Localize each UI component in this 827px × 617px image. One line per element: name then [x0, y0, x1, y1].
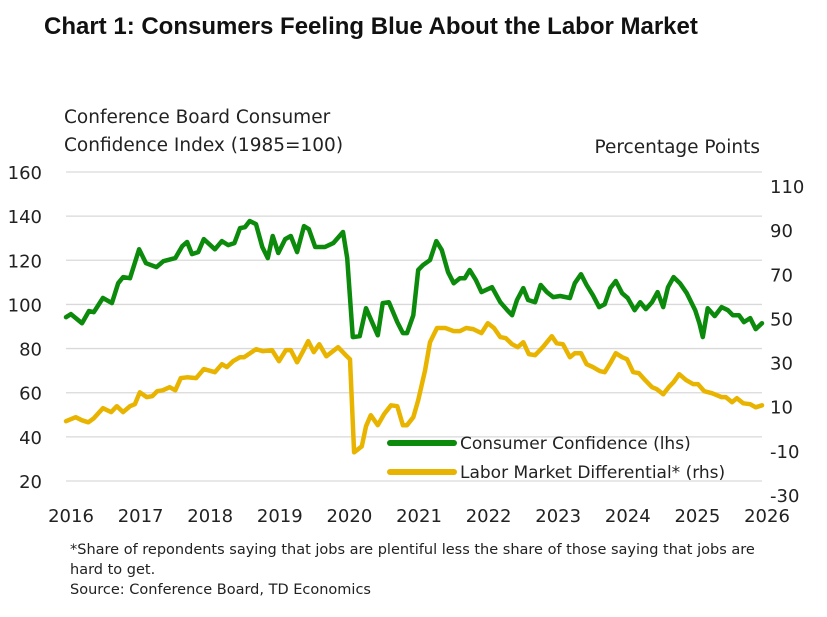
- x-tick-label: 2025: [674, 506, 720, 527]
- x-tick-label: 2022: [466, 506, 512, 527]
- y-axis-left-ticks: 20 40 60 80 100 120 140 160: [8, 163, 42, 493]
- series-line-consumer-confidence: [63, 218, 765, 340]
- series-lines: [63, 218, 765, 455]
- series-line-labor-market-differential: [63, 320, 765, 455]
- x-tick-label: 2016: [48, 506, 94, 527]
- footnote-text: *Share of repondents saying that jobs ar…: [70, 542, 755, 578]
- x-axis-ticks: 2016 2017 2018 2019 2020 2021 2022 2023 2024 2025…: [48, 506, 790, 527]
- x-tick-label: 2026: [744, 506, 790, 527]
- y-left-tick-label: 40: [19, 428, 42, 449]
- y-right-tick-label: 30: [770, 354, 793, 375]
- x-tick-label: 2017: [118, 506, 164, 527]
- y-right-tick-label: -30: [770, 486, 799, 507]
- y-left-tick-label: 20: [19, 472, 42, 493]
- footnote: *Share of repondents saying that jobs ar…: [70, 540, 790, 600]
- legend-label-labor-market-differential: Labor Market Differential* (rhs): [460, 463, 725, 483]
- x-tick-label: 2018: [187, 506, 233, 527]
- x-tick-label: 2019: [257, 506, 303, 527]
- y-right-tick-label: 70: [770, 265, 793, 286]
- y-right-tick-label: -10: [770, 442, 799, 463]
- y-left-tick-label: 120: [8, 251, 42, 272]
- y-right-tick-label: 50: [770, 309, 793, 330]
- y-left-tick-label: 60: [19, 384, 42, 405]
- chart-title: Chart 1: Consumers Feeling Blue About th…: [44, 13, 698, 40]
- y-left-tick-label: 100: [8, 295, 42, 316]
- y-left-tick-label: 160: [8, 163, 42, 184]
- y-axis-left-label: Conference Board Consumer Confidence Ind…: [64, 107, 344, 156]
- x-tick-label: 2023: [535, 506, 581, 527]
- x-tick-label: 2020: [326, 506, 372, 527]
- legend-label-consumer-confidence: Consumer Confidence (lhs): [460, 434, 691, 454]
- x-tick-label: 2021: [396, 506, 442, 527]
- y-right-tick-label: 110: [770, 177, 804, 198]
- y-right-tick-label: 90: [770, 221, 793, 242]
- y-axis-right-ticks: -30 -10 10 30 50 70 90 110: [770, 177, 804, 507]
- y-left-tick-label: 80: [19, 340, 42, 361]
- x-tick-label: 2024: [605, 506, 651, 527]
- y-left-tick-label: 140: [8, 207, 42, 228]
- source-text: Source: Conference Board, TD Economics: [70, 582, 371, 598]
- legend: Consumer Confidence (lhs) Labor Market D…: [387, 434, 725, 483]
- y-right-tick-label: 10: [770, 398, 793, 419]
- y-axis-right-label: Percentage Points: [594, 137, 760, 158]
